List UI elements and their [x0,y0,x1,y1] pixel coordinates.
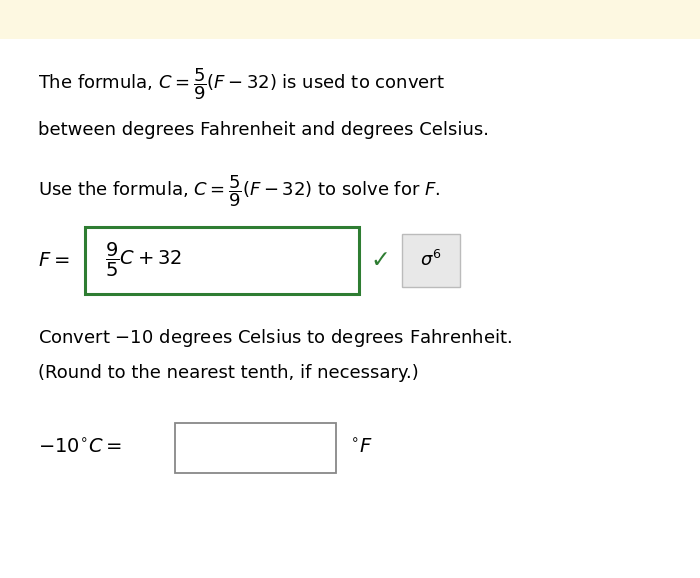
Text: $-10^{\circ}C =$: $-10^{\circ}C =$ [38,438,122,458]
Text: (Round to the nearest tenth, if necessary.): (Round to the nearest tenth, if necessar… [38,364,419,382]
FancyBboxPatch shape [0,0,700,39]
Text: Convert $-10$ degrees Celsius to degrees Fahrenheit.: Convert $-10$ degrees Celsius to degrees… [38,327,512,349]
Text: $\dfrac{9}{5}C + 32$: $\dfrac{9}{5}C + 32$ [105,241,182,279]
FancyBboxPatch shape [402,234,460,287]
Text: $\sigma^6$: $\sigma^6$ [421,250,442,270]
FancyBboxPatch shape [175,423,336,473]
Text: $F =$: $F =$ [38,251,70,269]
FancyBboxPatch shape [85,227,359,294]
Text: between degrees Fahrenheit and degrees Celsius.: between degrees Fahrenheit and degrees C… [38,121,489,139]
Text: ${}^{\circ}F$: ${}^{\circ}F$ [350,438,372,458]
Text: Use the formula, $C = \dfrac{5}{9}(F - 32)$ to solve for $F$.: Use the formula, $C = \dfrac{5}{9}(F - 3… [38,173,441,209]
Text: ✓: ✓ [370,248,390,272]
Text: The formula, $C = \dfrac{5}{9}(F - 32)$ is used to convert: The formula, $C = \dfrac{5}{9}(F - 32)$ … [38,66,445,102]
